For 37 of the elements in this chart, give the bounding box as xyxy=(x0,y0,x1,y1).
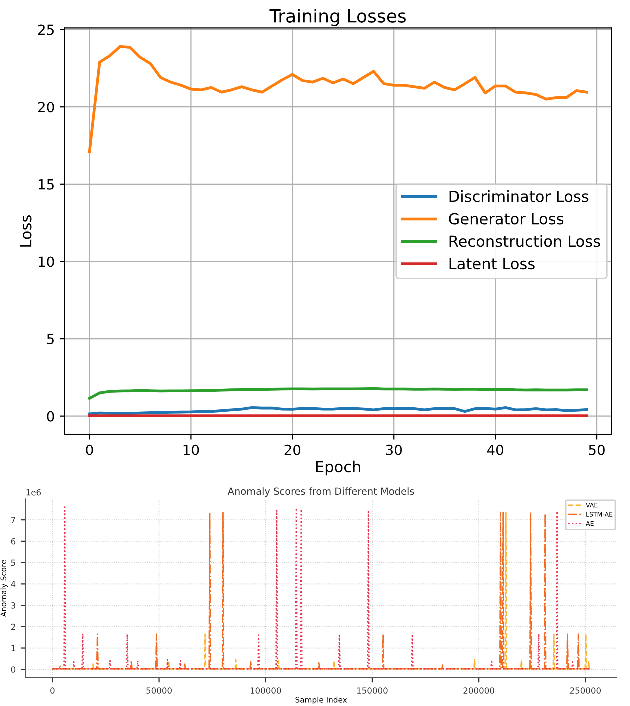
legend-label: Discriminator Loss xyxy=(450,190,589,202)
x-axis-title: Epoch xyxy=(316,460,360,476)
text: 1e6 xyxy=(26,489,42,496)
y-tick-label: 0 xyxy=(47,411,54,422)
y-tick-label: 25 xyxy=(38,24,54,36)
line-series xyxy=(88,406,588,416)
chart-title: Anomaly Scores from Different Models xyxy=(228,488,414,497)
legend-label: Latent Loss xyxy=(450,258,535,270)
x-tick-label: 100000 xyxy=(250,688,282,694)
x-tick-label: 0 xyxy=(86,444,94,456)
y-tick-label: 10 xyxy=(39,256,54,268)
line-series xyxy=(88,45,588,154)
x-tick-label: 50 xyxy=(589,444,605,456)
y-tick-label: 5 xyxy=(11,560,16,566)
x-tick-label: 50000 xyxy=(146,688,172,694)
x-tick-label: 250000 xyxy=(570,688,601,694)
x-tick-label: 200000 xyxy=(464,688,494,694)
y-axis-title: Loss xyxy=(20,216,32,247)
y-tick-label: 5 xyxy=(47,334,54,345)
chart-title: Training Losses xyxy=(270,8,406,26)
x-tick-label: 30 xyxy=(386,444,402,456)
x-tick-label: 40 xyxy=(487,444,504,456)
y-tick-label: 7 xyxy=(11,517,16,524)
y-tick-label: 6 xyxy=(11,538,16,545)
y-tick-label: 3 xyxy=(11,602,16,609)
y-tick-label: 2 xyxy=(11,624,16,630)
y-tick-label: 1 xyxy=(12,645,16,652)
legend-label: Generator Loss xyxy=(449,213,564,225)
y-tick-label: 20 xyxy=(38,102,54,113)
x-tick-label: 150000 xyxy=(357,688,388,694)
y-tick-label: 15 xyxy=(39,180,54,190)
y-tick-label: 4 xyxy=(11,581,16,588)
y-tick-label: 0 xyxy=(11,666,16,673)
legend-label: Reconstruction Loss xyxy=(450,235,600,248)
line-series xyxy=(88,387,588,400)
x-tick-label: 10 xyxy=(184,444,200,456)
x-tick-label: 20 xyxy=(284,444,301,456)
